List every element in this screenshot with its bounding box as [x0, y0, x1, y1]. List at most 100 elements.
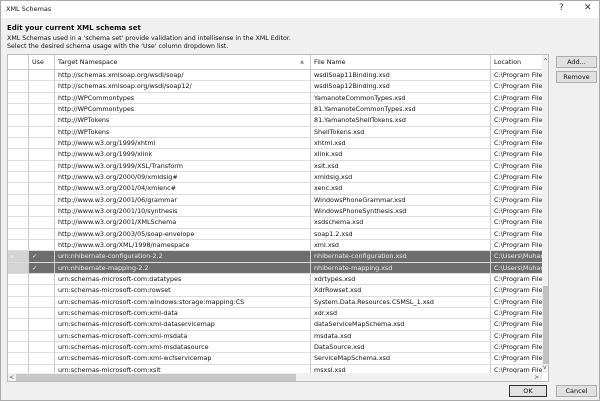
use-cell[interactable]: [29, 239, 55, 251]
use-cell[interactable]: [29, 171, 55, 183]
close-button[interactable]: ✕: [584, 3, 592, 13]
use-cell[interactable]: [29, 183, 55, 194]
use-cell[interactable]: ✓: [29, 251, 55, 262]
table-row[interactable]: http://WPTokens 81.YamanoteShellTokens.xs…: [8, 115, 542, 127]
use-cell[interactable]: ✓: [29, 262, 55, 273]
help-button[interactable]: ?: [559, 3, 564, 13]
file-name-cell: 81.YamanoteCommonTypes.xsd: [311, 103, 491, 115]
table-row[interactable]: http://www.w3.org/2001/10/synthesis Windo…: [8, 205, 542, 218]
use-cell[interactable]: [29, 126, 55, 137]
target-namespace-cell: http://www.w3.org/2000/09/xmldsig#: [55, 171, 311, 183]
table-row[interactable]: http://www.w3.org/2001/04/xmlenc# xenc.xs…: [8, 183, 542, 195]
row-header: [8, 239, 29, 251]
target-namespace-cell: http://WPTokens: [55, 126, 311, 137]
column-location[interactable]: Location: [494, 58, 522, 66]
use-cell[interactable]: [29, 92, 55, 103]
use-cell[interactable]: [29, 115, 55, 126]
target-namespace-cell: urn:schemas-microsoft-com:xslt: [55, 364, 311, 375]
ok-button[interactable]: OK: [509, 385, 547, 397]
scroll-down-icon[interactable]: v: [543, 364, 547, 371]
table-row[interactable]: http://www.w3.org/2000/09/xmldsig# xmldsi…: [8, 171, 542, 184]
use-cell[interactable]: [29, 103, 55, 115]
table-row[interactable]: http://schemas.xmlsoap.org/wsdl/soap/wsd…: [8, 70, 542, 82]
add-button[interactable]: Add...: [556, 56, 597, 68]
use-cell[interactable]: [29, 285, 55, 296]
scroll-left-icon[interactable]: <: [9, 374, 15, 381]
use-cell[interactable]: [29, 194, 55, 205]
target-namespace-cell: urn:schemas-microsoft-com:xml-msdatasour…: [55, 341, 311, 353]
table-row[interactable]: urn:schemas-microsoft-com:xml-data xdr.xs…: [8, 307, 542, 320]
grid-header: Use Target Namespace ▲ File Name Location: [8, 55, 542, 70]
table-row[interactable]: http://www.w3.org/2001/XMLSchema xsdschem…: [8, 217, 542, 229]
table-row[interactable]: ✓ urn:nhibernate-mapping-2.2 nhibernate-ma…: [8, 262, 542, 274]
row-header: [8, 183, 29, 194]
table-row[interactable]: urn:schemas-microsoft-com:xml-msdatasour…: [8, 341, 542, 354]
column-file-name[interactable]: File Name: [311, 55, 491, 69]
table-row[interactable]: http://www.w3.org/2001/06/grammar Windows…: [8, 194, 542, 206]
file-name-cell: nhibernate-mapping.xsd: [311, 262, 491, 273]
row-header: [8, 228, 29, 239]
use-cell[interactable]: [29, 149, 55, 160]
table-row[interactable]: http://WPCommontypes 81.YamanoteCommonTyp…: [8, 103, 542, 116]
target-namespace-cell: http://WPTokens: [55, 115, 311, 126]
use-cell[interactable]: [29, 228, 55, 239]
table-row[interactable]: http://www.w3.org/1999/xhtml xhtml.xsd C:\…: [8, 137, 542, 150]
scroll-right-icon[interactable]: >: [534, 374, 540, 381]
table-row[interactable]: http://WPTokens ShellTokens.xsd C:\Program…: [8, 126, 542, 138]
use-cell[interactable]: [29, 205, 55, 217]
horizontal-scroll-thumb[interactable]: [16, 374, 296, 381]
file-name-cell: XdrRowset.xsd: [311, 285, 491, 296]
cancel-button[interactable]: Cancel: [556, 385, 597, 397]
horizontal-scrollbar[interactable]: < >: [8, 373, 542, 381]
location-cell: C:\Program Files (x: [494, 104, 542, 113]
table-row[interactable]: urn:schemas-microsoft-com:xml-dataservic…: [8, 319, 542, 331]
use-cell[interactable]: [29, 364, 55, 375]
location-cell: C:\Program Files (x: [494, 150, 542, 159]
target-namespace-cell: http://www.w3.org/2003/05/soap-envelope: [55, 228, 311, 239]
file-name-cell: nhibernate-configuration.xsd: [311, 251, 491, 262]
table-row[interactable]: http://www.w3.org/XML/1998/namespace xml.…: [8, 239, 542, 252]
use-cell[interactable]: [29, 353, 55, 364]
location-cell: C:\Program Files (x: [494, 229, 542, 238]
use-cell[interactable]: [29, 70, 55, 81]
table-row[interactable]: http://WPCommontypes YamanoteCommonTypes.…: [8, 92, 542, 104]
table-row[interactable]: http://schemas.xmlsoap.org/wsdl/soap12/w…: [8, 81, 542, 93]
use-cell[interactable]: [29, 319, 55, 330]
table-row[interactable]: urn:schemas-microsoft-com:datatypes xdrty…: [8, 273, 542, 286]
table-row[interactable]: urn:schemas-microsoft-com:xml-wcfservice…: [8, 353, 542, 365]
use-cell[interactable]: [29, 160, 55, 171]
use-cell[interactable]: [29, 341, 55, 353]
vertical-scroll-thumb[interactable]: [543, 286, 548, 364]
use-cell[interactable]: [29, 273, 55, 285]
use-cell[interactable]: [29, 81, 55, 92]
use-cell[interactable]: [29, 330, 55, 341]
row-header: [8, 171, 29, 183]
table-row[interactable]: http://www.w3.org/2003/05/soap-envelope s…: [8, 228, 542, 240]
target-namespace-cell: urn:nhibernate-configuration-2.2: [55, 251, 311, 262]
table-row[interactable]: ▸ ✓ urn:nhibernate-configuration-2.2 nhiber…: [8, 251, 542, 263]
column-use[interactable]: Use: [29, 55, 55, 69]
use-cell[interactable]: [29, 137, 55, 149]
table-row[interactable]: urn:schemas-microsoft-com:rowset XdrRowse…: [8, 285, 542, 297]
column-target-namespace[interactable]: Target Namespace ▲: [55, 55, 311, 69]
table-row[interactable]: http://www.w3.org/1999/XSL/Transform xslt…: [8, 160, 542, 172]
file-name-cell: DataSource.xsd: [311, 341, 491, 353]
vertical-scrollbar[interactable]: ^ v: [542, 55, 549, 373]
use-cell[interactable]: [29, 307, 55, 319]
row-header: [8, 353, 29, 364]
description-line-1: XML Schemas used in a 'schema set' provi…: [7, 35, 291, 42]
use-cell[interactable]: [29, 296, 55, 307]
scroll-up-icon[interactable]: ^: [543, 58, 549, 65]
file-name-cell: xslt.xsd: [311, 160, 491, 171]
row-header: [8, 217, 29, 228]
row-header-column: [8, 55, 29, 69]
location-cell: C:\Program Files (x: [494, 184, 542, 193]
location-cell: C:\Program Files (x: [494, 297, 542, 306]
use-cell[interactable]: [29, 217, 55, 228]
table-row[interactable]: urn:schemas-microsoft-com:xml-msdata msda…: [8, 330, 542, 342]
table-row[interactable]: urn:schemas-microsoft-com:windows:storag…: [8, 296, 542, 308]
row-header: [8, 137, 29, 149]
table-row[interactable]: http://www.w3.org/1999/xlink xlink.xsd C:\…: [8, 149, 542, 161]
target-namespace-cell: urn:nhibernate-mapping-2.2: [55, 262, 311, 273]
remove-button[interactable]: Remove: [556, 71, 597, 83]
